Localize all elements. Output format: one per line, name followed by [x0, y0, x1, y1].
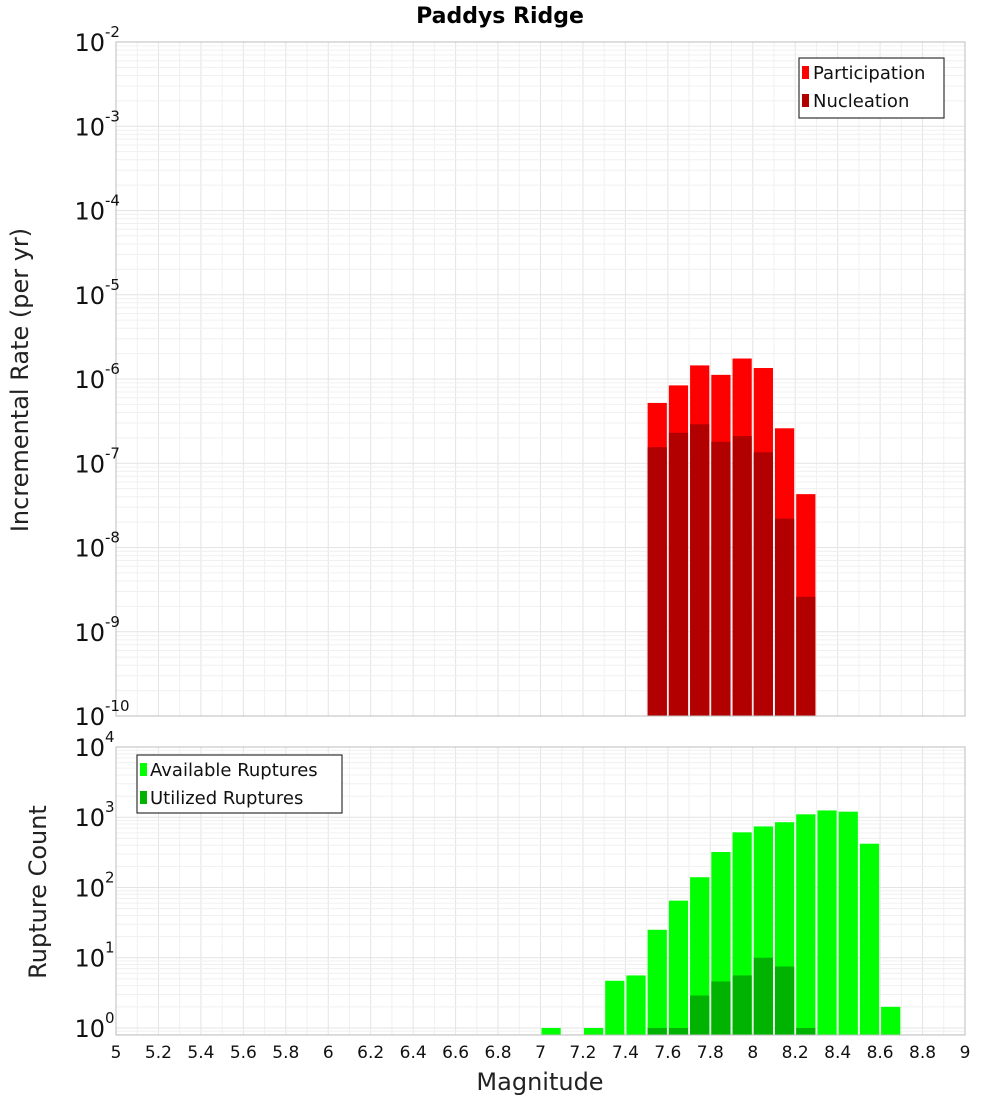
- count-bar-available-ruptures: [605, 980, 625, 1035]
- count-bar-available-ruptures: [859, 843, 880, 1035]
- x-tick-label: 6.2: [357, 1043, 384, 1063]
- rate-y-tick-exponent: -9: [105, 613, 120, 631]
- rate-bar-nucleation: [647, 447, 667, 716]
- rate-bar-nucleation: [774, 518, 795, 716]
- legend-participation-swatch: [802, 66, 809, 79]
- count-bar-available-ruptures: [817, 810, 837, 1035]
- chart-title: Paddys Ridge: [416, 4, 584, 29]
- count-bar-utilized-ruptures: [753, 957, 773, 1035]
- rate-bar-nucleation: [711, 441, 731, 716]
- rate-bar-nucleation: [796, 596, 816, 716]
- count-bar-available-ruptures: [838, 811, 858, 1035]
- rate-bar-nucleation: [732, 436, 752, 716]
- x-tick-label: 7.6: [654, 1043, 681, 1063]
- rate-y-tick-exponent: -5: [105, 276, 120, 294]
- legend-participation-label: Participation: [813, 63, 925, 84]
- rate-y-tick-label: 10: [74, 113, 105, 141]
- rate-y-tick-label: 10: [74, 535, 105, 563]
- x-tick-label: 8: [747, 1043, 758, 1063]
- rate-y-tick-exponent: -7: [105, 444, 120, 462]
- x-tick-label: 7.8: [697, 1043, 724, 1063]
- rate-y-tick-exponent: -10: [105, 697, 130, 715]
- legend-utilized-label: Utilized Ruptures: [150, 788, 303, 809]
- x-tick-label: 5.6: [230, 1043, 257, 1063]
- x-tick-label: 8.8: [909, 1043, 936, 1063]
- legend-available-swatch: [140, 763, 147, 776]
- rate-y-tick-label: 10: [74, 450, 105, 478]
- x-axis-label: Magnitude: [476, 1068, 603, 1096]
- rate-legend: Participation Nucleation: [798, 57, 945, 119]
- count-legend: Available Ruptures Utilized Ruptures: [136, 754, 343, 814]
- count-bar-available-ruptures: [583, 1027, 604, 1035]
- x-tick-label: 8.2: [782, 1043, 809, 1063]
- rate-grid: [115, 41, 966, 717]
- rate-y-tick-exponent: -3: [105, 107, 120, 125]
- count-y-tick-exponent: 0: [105, 1009, 115, 1027]
- count-bars: [541, 810, 901, 1035]
- x-tick-label: 9: [960, 1043, 971, 1063]
- rate-y-tick-exponent: -6: [105, 360, 120, 378]
- x-tick-label: 7.4: [612, 1043, 639, 1063]
- count-y-tick-exponent: 3: [105, 798, 115, 816]
- x-ticks: 5 5.2 5.4 5.6 5.8 6 6.2 6.4 6.6 6.8 7 7.2 7.4 7.6 7.8 8…: [111, 1043, 971, 1063]
- x-tick-label: 6.8: [485, 1043, 512, 1063]
- rate-y-tick-exponent: -2: [105, 23, 120, 41]
- x-tick-label: 5.8: [272, 1043, 299, 1063]
- rate-y-tick-exponent: -8: [105, 529, 120, 547]
- rate-y-tick-label: 10: [74, 198, 105, 226]
- count-y-tick-label: 10: [74, 945, 105, 973]
- count-y-tick-label: 10: [74, 874, 105, 902]
- count-y-axis-label: Rupture Count: [24, 805, 52, 979]
- count-bar-utilized-ruptures: [796, 1027, 816, 1035]
- rate-y-tick-label: 10: [74, 29, 105, 57]
- count-bar-utilized-ruptures: [711, 981, 731, 1035]
- rate-y-tick-label: 10: [74, 366, 105, 394]
- rate-y-tick-label: 10: [74, 619, 105, 647]
- count-bar-available-ruptures: [541, 1027, 561, 1035]
- count-bar-utilized-ruptures: [774, 966, 795, 1035]
- count-bar-available-ruptures: [796, 814, 816, 1035]
- rate-bar-nucleation: [690, 424, 710, 716]
- count-y-tick-exponent: 2: [105, 868, 115, 886]
- rate-bar-nucleation: [753, 452, 773, 716]
- x-tick-label: 5.4: [187, 1043, 214, 1063]
- count-bar-utilized-ruptures: [668, 1027, 689, 1035]
- count-y-tick-label: 10: [74, 734, 105, 762]
- rate-y-tick-label: 10: [74, 703, 105, 731]
- rate-bar-nucleation: [668, 432, 689, 716]
- x-tick-label: 7: [535, 1043, 546, 1063]
- x-tick-label: 5.2: [145, 1043, 172, 1063]
- legend-nucleation-swatch: [802, 94, 809, 107]
- count-y-tick-exponent: 1: [105, 939, 115, 957]
- count-bar-available-ruptures: [881, 1006, 901, 1035]
- x-tick-label: 8.4: [824, 1043, 851, 1063]
- rate-y-tick-label: 10: [74, 282, 105, 310]
- count-bar-utilized-ruptures: [732, 975, 752, 1035]
- count-bar-utilized-ruptures: [647, 1027, 667, 1035]
- rate-bars: [647, 358, 816, 716]
- count-y-tick-label: 10: [74, 1015, 105, 1043]
- legend-utilized-swatch: [140, 791, 147, 804]
- rate-y-tick-exponent: -4: [105, 192, 120, 210]
- count-bar-available-ruptures: [647, 929, 667, 1035]
- x-tick-label: 6.4: [400, 1043, 427, 1063]
- rate-y-axis-label: Incremental Rate (per yr): [6, 228, 34, 532]
- x-tick-label: 7.2: [569, 1043, 596, 1063]
- x-tick-label: 5: [111, 1043, 122, 1063]
- count-bar-available-ruptures: [626, 975, 646, 1035]
- count-y-tick-exponent: 4: [105, 728, 115, 746]
- x-tick-label: 8.6: [867, 1043, 894, 1063]
- count-y-tick-label: 10: [74, 804, 105, 832]
- count-bar-utilized-ruptures: [690, 995, 710, 1035]
- x-tick-label: 6.6: [442, 1043, 469, 1063]
- count-bar-available-ruptures: [668, 900, 689, 1035]
- x-tick-label: 6: [323, 1043, 334, 1063]
- legend-available-label: Available Ruptures: [150, 760, 318, 781]
- legend-nucleation-label: Nucleation: [813, 91, 909, 112]
